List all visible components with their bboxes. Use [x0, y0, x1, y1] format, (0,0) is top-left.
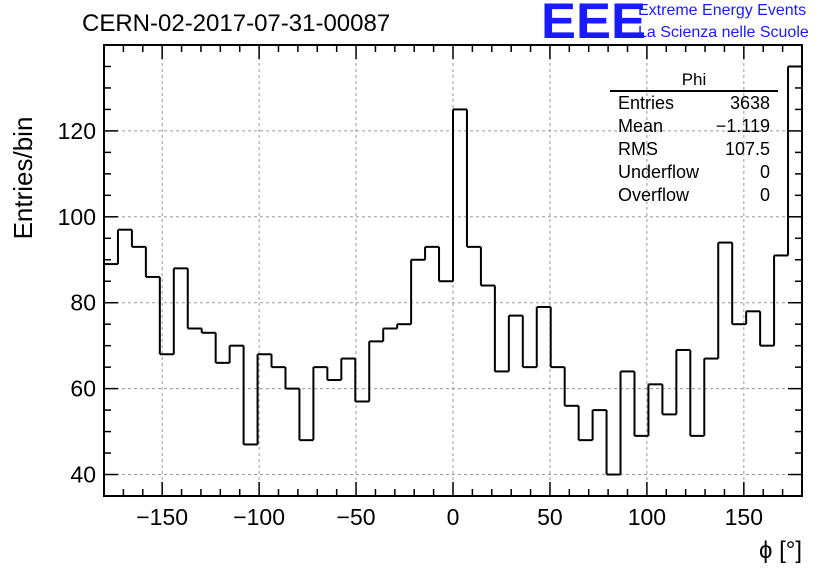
- x-tick-label: 150: [725, 504, 763, 530]
- stats-value: 107.5: [724, 139, 770, 159]
- x-tick-label: −50: [337, 504, 376, 530]
- stats-value: 3638: [729, 93, 770, 113]
- x-tick-label: 0: [447, 504, 460, 530]
- y-tick-label: 60: [70, 376, 96, 402]
- y-axis-title: Entries/bin: [8, 117, 38, 240]
- eee-subtitle-line2: La Scienza nelle Scuole: [638, 24, 809, 41]
- stats-row-rms: RMS 107.5: [610, 138, 778, 161]
- x-tick-label: 100: [628, 504, 666, 530]
- stats-label: Mean: [618, 116, 664, 136]
- stats-row-mean: Mean −1.119: [610, 115, 778, 138]
- stats-label: RMS: [618, 139, 658, 159]
- eee-logo: EEE: [541, 0, 647, 49]
- run-title: CERN-02-2017-07-31-00087: [82, 10, 391, 37]
- y-tick-label: 80: [70, 290, 96, 316]
- y-tick-label: 40: [70, 462, 96, 488]
- stats-label: Overflow: [618, 185, 690, 205]
- stats-label: Underflow: [618, 162, 700, 182]
- x-tick-label: 50: [537, 504, 563, 530]
- stats-box: Phi Entries 3638 Mean −1.119 RMS 107.5 U…: [610, 70, 778, 207]
- stats-row-overflow: Overflow 0: [610, 184, 778, 207]
- tick-labels: −150 −100 −50 0 50 100 150 40 60 80 100 120: [58, 118, 763, 530]
- stats-value: −1.119: [715, 116, 770, 136]
- stats-label: Entries: [618, 93, 675, 113]
- x-tick-label: −100: [233, 504, 285, 530]
- y-tick-label: 100: [58, 204, 96, 230]
- axis-ticks: [103, 44, 803, 497]
- stats-row-entries: Entries 3638: [610, 92, 778, 115]
- x-tick-label: −150: [136, 504, 188, 530]
- y-tick-label: 120: [58, 118, 96, 144]
- stats-row-underflow: Underflow 0: [610, 161, 778, 184]
- eee-subtitle-line1: Extreme Energy Events: [638, 2, 807, 19]
- stats-title: Phi: [610, 70, 778, 92]
- stats-value: 0: [759, 185, 770, 205]
- stats-value: 0: [759, 162, 770, 182]
- x-axis-title: ϕ [°]: [759, 537, 802, 564]
- histogram-series: [104, 65, 802, 476]
